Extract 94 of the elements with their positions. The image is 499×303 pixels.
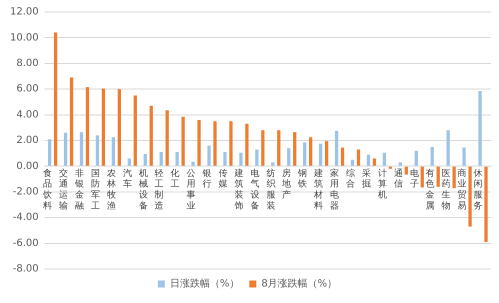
x-tick-label: 房地产 (281, 168, 292, 201)
bar (334, 130, 338, 166)
bar (54, 32, 58, 166)
bar (293, 132, 296, 166)
x-tick-label: 机械设备 (138, 168, 148, 212)
x-tick-label: 休闲服务 (474, 168, 483, 212)
x-tick-label: 建筑材料 (313, 168, 324, 212)
x-tick-label: 通信 (394, 168, 403, 190)
bar (478, 91, 482, 166)
bar (255, 149, 258, 166)
bar (112, 137, 116, 166)
bar (414, 150, 418, 166)
y-tick-label: 8.00 (16, 58, 39, 69)
y-tick-label: -2.00 (12, 186, 39, 198)
bar (484, 166, 488, 242)
x-tick-label: 国防军工 (90, 168, 100, 212)
x-tick-label: 化工 (170, 168, 180, 190)
bar (324, 141, 328, 166)
bar (166, 110, 169, 166)
bar (398, 162, 402, 166)
y-tick-label: 6.00 (16, 84, 39, 95)
bar (191, 162, 195, 166)
bar (144, 154, 147, 166)
bar (462, 148, 466, 166)
bar (318, 144, 322, 166)
x-tick-label: 纺织服装 (266, 168, 276, 212)
bar (277, 130, 280, 166)
y-tick-label: 0.00 (16, 160, 39, 172)
x-tick-label: 食品饮料 (42, 168, 52, 212)
x-tick-label: 交通运输 (59, 168, 68, 212)
bar (86, 87, 90, 166)
bar (128, 158, 131, 166)
bar (287, 148, 290, 166)
bar (309, 137, 312, 166)
bar (271, 162, 274, 166)
x-tick-label: 医药生物 (442, 168, 451, 212)
x-tick-label: 采掘 (362, 168, 371, 190)
bar (261, 130, 264, 166)
x-tick-label: 电气设备 (250, 168, 260, 212)
bar (213, 121, 217, 166)
bar (118, 89, 121, 166)
bar (80, 132, 84, 166)
bar (70, 78, 74, 166)
x-tick-label: 非银金融 (74, 168, 84, 212)
bar (150, 106, 153, 166)
x-tick-label: 轻工制造 (154, 168, 164, 212)
x-tick-label: 汽车 (122, 168, 132, 190)
bar (404, 166, 408, 175)
y-tick-label: 4.00 (16, 109, 39, 120)
x-tick-label: 商业贸易 (458, 168, 467, 212)
bar (420, 166, 424, 188)
bar (382, 152, 386, 166)
bar (176, 152, 179, 166)
bar (64, 132, 68, 166)
bar (96, 135, 100, 166)
bar (366, 154, 370, 166)
x-tick-label: 建筑装饰 (233, 168, 244, 212)
bar (48, 139, 52, 166)
bar (303, 142, 306, 166)
y-tick-label: 2.00 (16, 135, 39, 146)
y-tick-label: -8.00 (12, 264, 39, 275)
bar (340, 148, 344, 166)
y-tick-label: 12.00 (10, 6, 39, 18)
bar (452, 166, 456, 188)
x-tick-label: 银行 (202, 168, 212, 190)
x-tick-label: 计算机 (378, 168, 387, 201)
bar (134, 96, 137, 166)
y-tick-label: 10.00 (10, 32, 39, 44)
bar (207, 146, 211, 166)
bar (223, 152, 227, 166)
x-tick-label: 农林牧渔 (106, 168, 116, 212)
x-tick-label: 公用事业 (186, 168, 196, 212)
bar (446, 130, 450, 166)
bar (160, 152, 163, 166)
x-tick-label: 钢铁 (297, 168, 308, 190)
bar (430, 146, 434, 166)
bar (239, 152, 243, 166)
x-tick-label: 有色金属 (426, 168, 435, 212)
bar (102, 88, 106, 166)
y-tick-label: -6.00 (12, 238, 39, 249)
x-tick-label: 传媒 (218, 168, 228, 190)
legend-label: 8月涨跌幅（%） (261, 278, 338, 290)
x-tick-label: 综合 (346, 168, 355, 190)
x-tick-label: 电子 (410, 168, 419, 190)
y-tick-label: -4.00 (12, 212, 39, 224)
bar (229, 121, 233, 166)
legend-label: 日涨跌幅（%） (170, 278, 240, 290)
bar (468, 166, 472, 227)
bar (436, 166, 440, 187)
bar (197, 120, 201, 166)
bar (245, 124, 249, 166)
bar (181, 116, 185, 166)
bar (356, 149, 360, 166)
x-tick-label: 家用电器 (330, 168, 340, 212)
